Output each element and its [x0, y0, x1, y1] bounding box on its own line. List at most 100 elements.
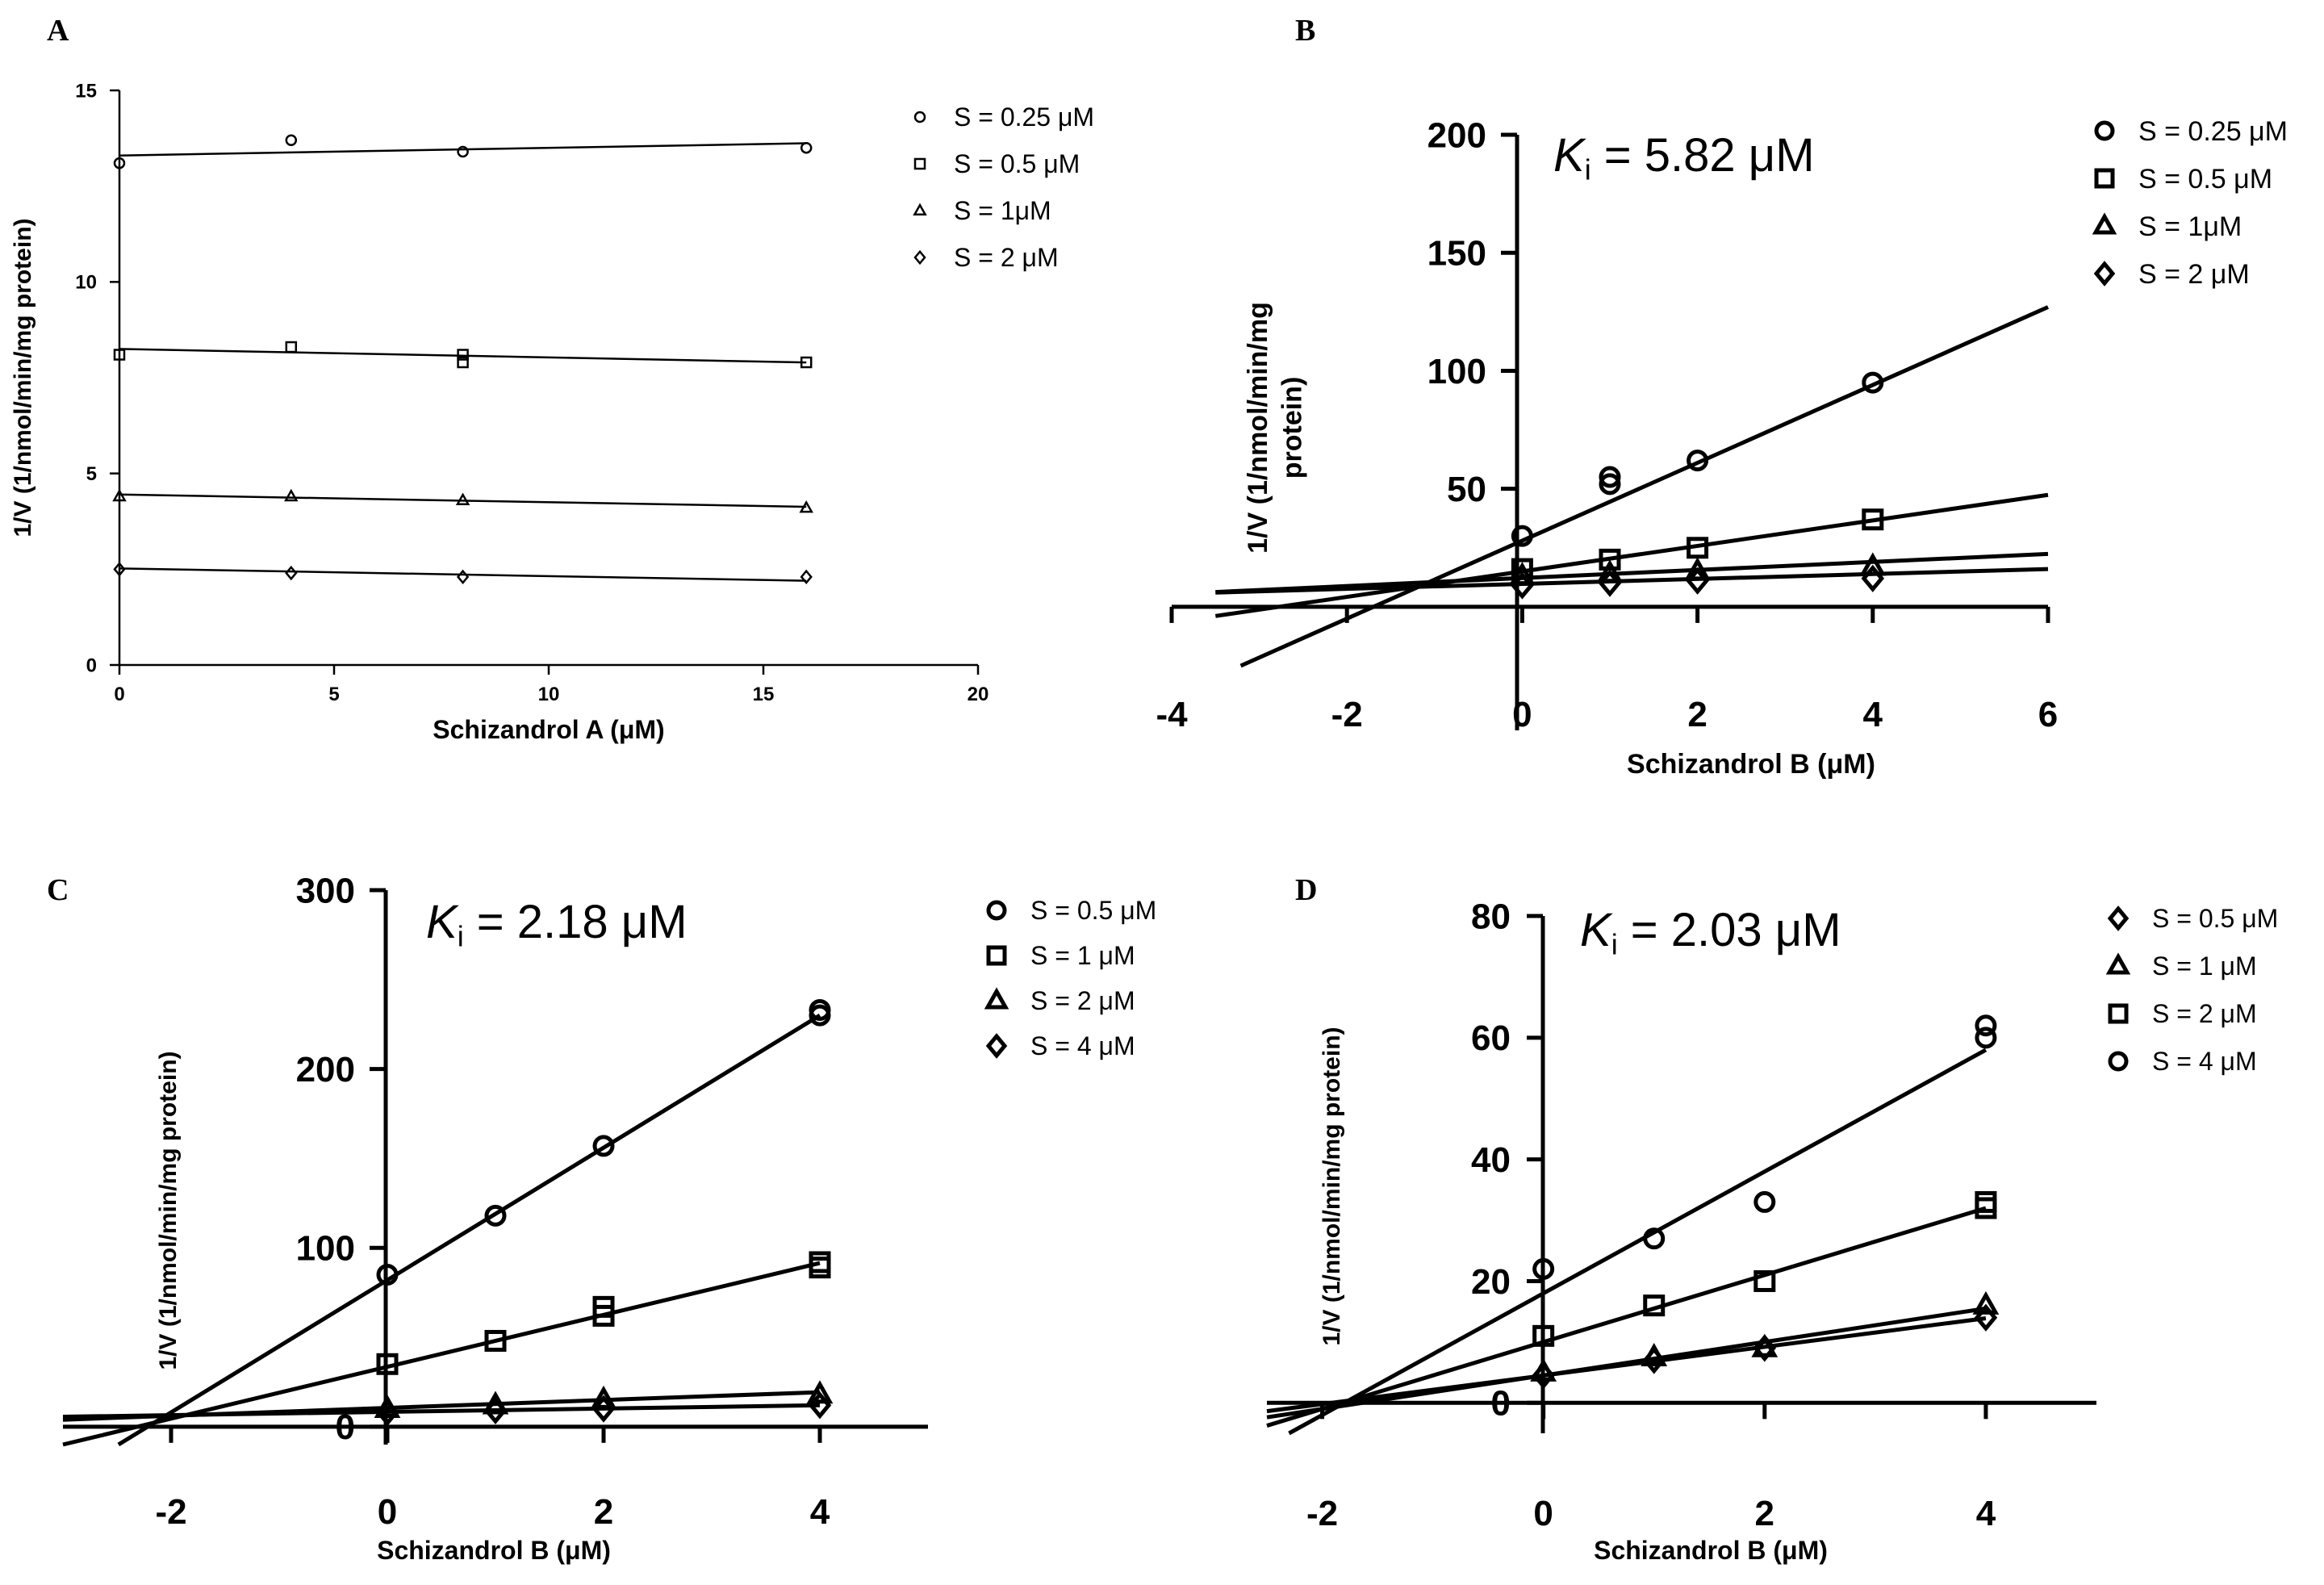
fit-line — [1215, 551, 2049, 595]
legend-label: S = 2 μM — [2152, 999, 2257, 1028]
legend-marker — [913, 203, 927, 216]
data-point — [1599, 548, 1621, 571]
data-point — [1753, 1190, 1776, 1213]
data-point — [1511, 571, 1534, 600]
data-point — [1859, 552, 1887, 576]
legend-label: S = 0.25 μM — [2138, 116, 2288, 147]
ki-subscript: i — [1585, 153, 1591, 186]
legend-marker — [913, 249, 926, 266]
x-tick-label: -4 — [1156, 695, 1188, 734]
legend-label: S = 0.25 μM — [954, 102, 1094, 132]
legend-label: S = 4 μM — [1030, 1031, 1135, 1060]
data-point — [113, 157, 126, 169]
data-point — [456, 569, 470, 584]
fit-line — [117, 1013, 821, 1447]
y-tick-label: 200 — [296, 1050, 355, 1089]
data-point — [1972, 1290, 2000, 1315]
legend-marker — [985, 1033, 1008, 1059]
x-tick-label: 15 — [753, 684, 775, 705]
y-tick-label: 150 — [1427, 234, 1486, 274]
x-tick-label: -2 — [155, 1492, 186, 1532]
legend-marker — [913, 111, 926, 123]
legend-marker — [984, 987, 1009, 1010]
data-point — [457, 145, 469, 158]
legend-label: S = 0.5 μM — [2152, 904, 2278, 933]
y-tick-label: 0 — [1491, 1384, 1511, 1424]
legend-label: S = 1μM — [2138, 211, 2242, 242]
data-point — [1687, 450, 1709, 472]
x-tick-label: 0 — [1533, 1494, 1553, 1533]
data-point — [800, 569, 813, 584]
data-point — [484, 1329, 507, 1352]
x-tick-label: 4 — [1976, 1494, 1996, 1533]
x-tick-label: 4 — [1863, 695, 1883, 734]
legend-marker — [2108, 1051, 2129, 1072]
series-3 — [375, 1391, 832, 1427]
y-tick-label: 60 — [1471, 1018, 1511, 1058]
data-point — [592, 1295, 615, 1318]
panel-b: B -4 -2 0 2 4 6 50 100 150 200 Schizandrol B (μM) 1/… — [1156, 14, 2288, 780]
data-point — [1641, 1342, 1668, 1367]
series-2 — [112, 488, 813, 513]
x-tick-label: 10 — [538, 684, 560, 705]
legend-marker — [2094, 120, 2115, 141]
data-point — [1862, 508, 1884, 531]
y-tick-label: 100 — [1427, 352, 1486, 391]
data-point — [484, 1204, 507, 1227]
fit-line — [1266, 1206, 1987, 1428]
data-point — [1599, 473, 1621, 496]
data-point — [457, 349, 469, 361]
fit-line — [1288, 1048, 1988, 1436]
data-point — [1532, 1324, 1555, 1347]
series-3 — [1511, 564, 1885, 600]
y-axis-title: 1/V (1/nmol/min/mg protein) — [1243, 302, 1308, 554]
data-point — [592, 1135, 615, 1157]
data-point — [455, 492, 470, 505]
data-point — [1511, 525, 1533, 547]
series-1 — [376, 1251, 831, 1375]
legend-label: S = 1 μM — [1030, 941, 1135, 970]
fit-line — [1215, 567, 2049, 595]
x-tick-label: 0 — [1512, 695, 1532, 734]
legend-label: S = 2 μM — [1030, 986, 1135, 1015]
data-point — [113, 349, 126, 361]
data-point — [1975, 1014, 1997, 1037]
x-axis-title: Schizandrol B (μM) — [377, 1536, 611, 1565]
series-0 — [1511, 371, 1884, 547]
ki-value: = 5.82 μM — [1591, 129, 1815, 182]
panel-letter: A — [47, 14, 69, 48]
y-tick-label: 10 — [75, 272, 97, 294]
fit-line — [1266, 1306, 1987, 1420]
series-0 — [113, 134, 813, 169]
data-point — [1643, 1227, 1666, 1250]
ki-symbol: K — [1553, 129, 1586, 182]
legend-label: S = 4 μM — [2152, 1047, 2257, 1076]
ki-value: = 2.18 μM — [464, 896, 688, 948]
x-tick-label: 4 — [810, 1492, 830, 1532]
fit-line — [119, 567, 807, 582]
legend-label: S = 1μM — [954, 196, 1051, 225]
data-point — [800, 141, 813, 154]
series-1 — [1530, 1290, 2000, 1382]
x-tick-label: -2 — [1331, 695, 1363, 734]
x-axis-title: Schizandrol B (μM) — [1594, 1536, 1828, 1565]
y-tick-label: 200 — [1427, 115, 1486, 155]
y-axis-title-line: 1/V (1/nmol/min/mg — [1243, 302, 1273, 554]
data-point — [1753, 1269, 1776, 1292]
legend-label: S = 1 μM — [2152, 951, 2257, 981]
data-point — [1862, 371, 1884, 394]
ki-annotation: Ki = 2.18 μM — [426, 896, 688, 952]
legend-marker — [2108, 1003, 2129, 1024]
ki-symbol: K — [426, 896, 459, 948]
panel-letter: C — [47, 873, 69, 907]
x-tick-label: 2 — [1755, 1494, 1774, 1533]
series-2 — [1532, 1190, 1997, 1347]
ki-symbol: K — [1580, 904, 1613, 956]
legend-marker — [986, 945, 1007, 966]
data-point — [1975, 1190, 1997, 1213]
legend-label: S = 2 μM — [954, 243, 1059, 272]
fit-line — [1239, 305, 2050, 668]
x-axis-title: Schizandrol B (μM) — [1627, 749, 1875, 780]
